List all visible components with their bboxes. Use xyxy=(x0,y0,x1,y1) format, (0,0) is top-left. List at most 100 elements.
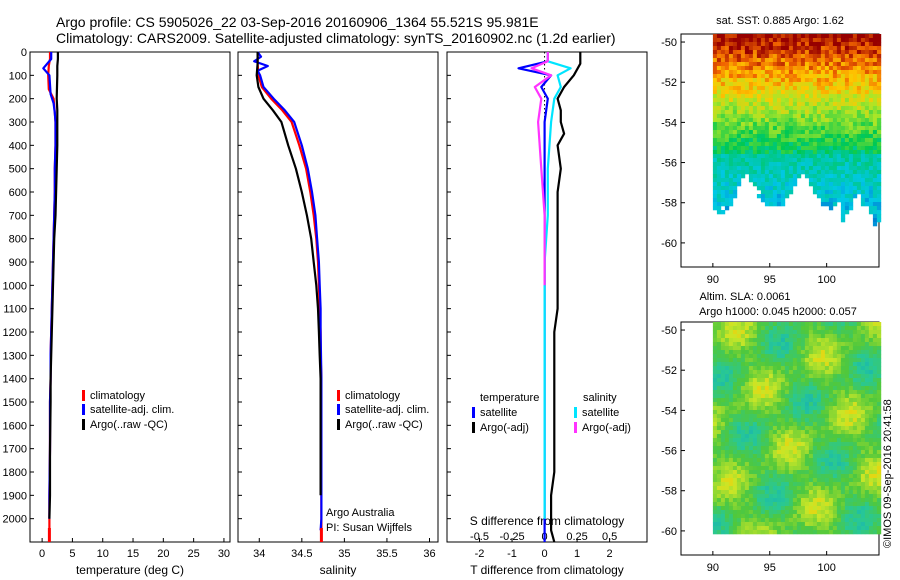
map-cell xyxy=(792,46,798,51)
map-cell xyxy=(720,78,726,83)
map-cell xyxy=(844,70,850,75)
sst-map-raster xyxy=(712,34,882,227)
map-cell xyxy=(716,338,722,343)
map-cell xyxy=(780,346,786,351)
map-cell xyxy=(720,70,726,75)
map-cell xyxy=(864,350,870,355)
map-cell xyxy=(780,494,786,499)
map-cell xyxy=(852,374,858,379)
map-cell xyxy=(844,178,850,183)
map-cell xyxy=(720,42,726,47)
map-cell xyxy=(756,482,762,487)
map-cell xyxy=(744,490,750,495)
map-cell xyxy=(740,322,746,327)
map-cell xyxy=(728,354,734,359)
map-cell xyxy=(764,446,770,451)
map-cell xyxy=(844,130,850,135)
map-cell xyxy=(792,130,798,135)
map-cell xyxy=(764,34,770,39)
map-cell xyxy=(868,346,874,351)
map-cell xyxy=(864,390,870,395)
map-cell xyxy=(804,366,810,371)
map-cell xyxy=(804,442,810,447)
map-cell xyxy=(804,374,810,379)
map-cell xyxy=(776,462,782,467)
map-cell xyxy=(824,350,830,355)
map-cell xyxy=(732,162,738,167)
map-cell xyxy=(776,166,782,171)
map-cell xyxy=(768,66,774,71)
map-cell xyxy=(860,446,866,451)
map-cell xyxy=(776,394,782,399)
map-cell xyxy=(712,178,718,183)
map-cell xyxy=(764,46,770,51)
map-cell xyxy=(804,338,810,343)
map-cell xyxy=(732,430,738,435)
map-cell xyxy=(728,174,734,179)
map-cell xyxy=(740,494,746,499)
map-cell xyxy=(860,422,866,427)
map-cell xyxy=(836,174,842,179)
map-cell xyxy=(760,374,766,379)
map-cell xyxy=(856,506,862,511)
map-cell xyxy=(840,218,846,223)
map-cell xyxy=(860,38,866,43)
map-cell xyxy=(752,518,758,523)
map-cell xyxy=(792,150,798,155)
map-cell xyxy=(796,446,802,451)
map-cell xyxy=(744,106,750,111)
map-cell xyxy=(712,54,718,59)
map-cell xyxy=(712,194,718,199)
map-cell xyxy=(744,442,750,447)
map-cell xyxy=(768,458,774,463)
map-cell xyxy=(756,458,762,463)
map-cell xyxy=(776,414,782,419)
map-cell xyxy=(728,182,734,187)
depth-tick-label: 1100 xyxy=(3,304,27,316)
map-cell xyxy=(780,118,786,123)
map-cell xyxy=(788,390,794,395)
map-cell xyxy=(796,474,802,479)
map-cell xyxy=(784,482,790,487)
map-cell xyxy=(876,118,882,123)
depth-tick-label: 2000 xyxy=(3,514,27,526)
map-cell xyxy=(752,442,758,447)
map-cell xyxy=(864,410,870,415)
map-cell xyxy=(816,402,822,407)
map-cell xyxy=(844,46,850,51)
map-cell xyxy=(712,486,718,491)
map-cell xyxy=(828,414,834,419)
map-cell xyxy=(772,422,778,427)
map-cell xyxy=(812,530,818,535)
map-cell xyxy=(840,34,846,39)
map-cell xyxy=(836,390,842,395)
map-cell xyxy=(864,466,870,471)
map-cell xyxy=(856,38,862,43)
map-cell xyxy=(728,154,734,159)
map-cell xyxy=(732,526,738,531)
map-cell xyxy=(724,58,730,63)
map-cell xyxy=(716,474,722,479)
map-cell xyxy=(812,386,818,391)
map-cell xyxy=(772,106,778,111)
map-cell xyxy=(828,326,834,331)
map-cell xyxy=(732,490,738,495)
map-cell xyxy=(752,166,758,171)
map-cell xyxy=(712,446,718,451)
map-cell xyxy=(824,402,830,407)
map-cell xyxy=(812,526,818,531)
map-cell xyxy=(728,370,734,375)
map-cell xyxy=(736,414,742,419)
map-cell xyxy=(868,338,874,343)
map-cell xyxy=(720,410,726,415)
map-cell xyxy=(872,166,878,171)
map-cell xyxy=(764,450,770,455)
map-cell xyxy=(720,502,726,507)
map-cell xyxy=(748,374,754,379)
map-cell xyxy=(772,338,778,343)
map-cell xyxy=(840,78,846,83)
map-cell xyxy=(736,446,742,451)
map-cell xyxy=(756,130,762,135)
map-cell xyxy=(844,78,850,83)
map-cell xyxy=(764,322,770,327)
